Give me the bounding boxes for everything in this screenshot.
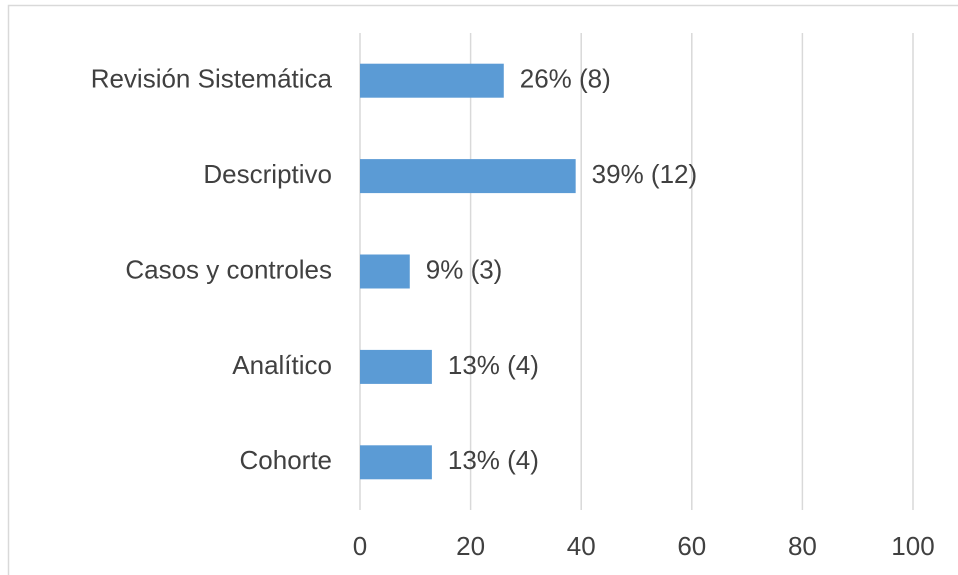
y-tick-label: Cohorte: [240, 445, 333, 475]
chart-frame: [7, 4, 958, 575]
x-tick-label: 40: [567, 531, 596, 561]
data-label: 9% (3): [426, 254, 503, 284]
y-tick-label: Descriptivo: [203, 159, 332, 189]
bar: [360, 159, 576, 194]
data-label: 26% (8): [520, 64, 611, 94]
data-label: 13% (4): [448, 350, 539, 380]
data-label: 39% (12): [592, 159, 698, 189]
data-label: 13% (4): [448, 445, 539, 475]
x-tick-label: 100: [891, 531, 934, 561]
y-tick-label: Casos y controles: [125, 254, 332, 284]
y-tick-label: Analítico: [232, 350, 332, 380]
x-tick-label: 80: [788, 531, 817, 561]
bar: [360, 63, 504, 98]
bar: [360, 445, 432, 480]
bar: [360, 349, 432, 384]
x-tick-label: 60: [677, 531, 706, 561]
x-tick-label: 0: [353, 531, 367, 561]
bar: [360, 254, 410, 289]
y-tick-label: Revisión Sistemática: [91, 64, 333, 94]
x-tick-label: 20: [456, 531, 485, 561]
